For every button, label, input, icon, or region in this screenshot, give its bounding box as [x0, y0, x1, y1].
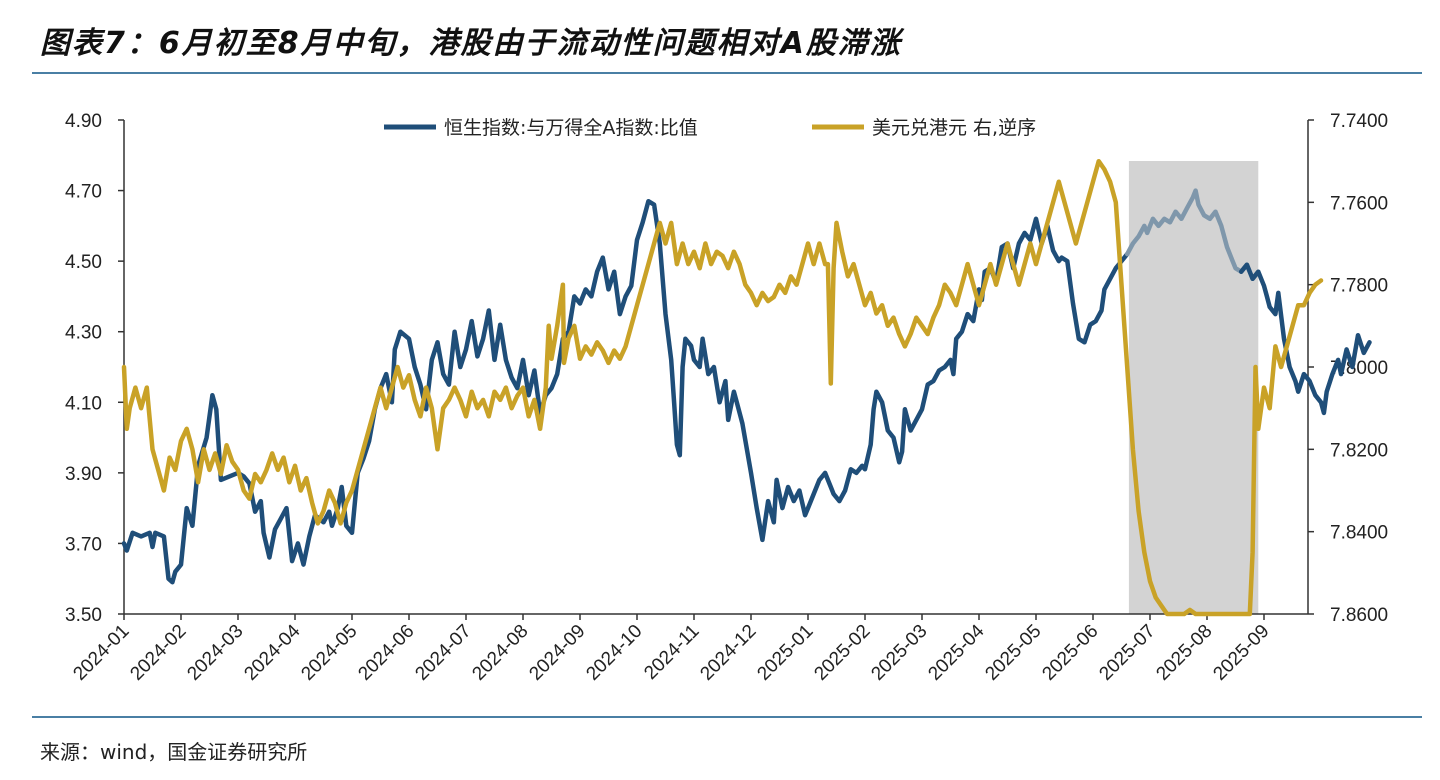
- title-rule: [32, 72, 1422, 74]
- series-usdhkd-line: [121, 158, 1324, 617]
- legend-label-usdhkd: 美元兑港元 右,逆序: [872, 117, 1036, 139]
- x-tick-label: 2024-02: [126, 621, 190, 685]
- x-tick-label: 2024-11: [640, 621, 703, 684]
- right-tick-label: 7.7600: [1330, 193, 1388, 214]
- right-tick-label: 7.7400: [1330, 111, 1388, 132]
- x-tick-label: 2024-03: [183, 621, 247, 685]
- series-hs-ratio-line: [121, 198, 1130, 585]
- left-tick-label: 4.70: [65, 182, 102, 203]
- left-tick-label: 3.70: [65, 534, 102, 555]
- x-tick-label: 2024-05: [297, 621, 361, 685]
- x-tick-label: 2024-01: [69, 621, 133, 685]
- left-tick-label: 4.30: [65, 323, 102, 344]
- x-tick-label: 2024-10: [582, 621, 646, 685]
- right-tick-label: 7.8200: [1330, 440, 1388, 461]
- x-tick-label: 2025-06: [1038, 621, 1102, 685]
- chart: 4.90 4.70 4.50 4.30 4.10 3.90 3.70 3.50 7.7400 7.…: [65, 111, 1388, 685]
- series-hs-ratio-line-tail: [1238, 262, 1372, 416]
- figure-title: 图表7：6月初至8月中旬，港股由于流动性问题相对A股滞涨: [40, 26, 902, 61]
- x-tick-label: 2024-09: [525, 621, 589, 685]
- right-tick-label: 7.7800: [1330, 276, 1388, 297]
- x-tick-label: 2025-03: [867, 621, 931, 685]
- x-tick-label: 2024-07: [411, 621, 475, 685]
- legend-label-hs-ratio: 恒生指数:与万得全A指数:比值: [444, 117, 698, 139]
- left-tick-label: 3.90: [65, 464, 102, 485]
- x-tick-label: 2025-09: [1209, 621, 1273, 685]
- left-tick-label: 4.90: [65, 111, 102, 132]
- x-tick-label: 2024-12: [696, 621, 760, 685]
- x-tick-label: 2024-04: [240, 620, 304, 684]
- left-tick-label: 3.50: [65, 605, 102, 626]
- source-rule: [32, 716, 1422, 718]
- series-hs-ratio-line-shaded: [1124, 188, 1261, 282]
- x-tick-label: 2025-08: [1152, 621, 1216, 685]
- x-tick-label: 2024-08: [468, 621, 532, 685]
- left-tick-label: 4.10: [65, 393, 102, 414]
- x-tick-label: 2025-02: [810, 621, 874, 685]
- source-note: 来源：wind，国金证券研究所: [40, 740, 308, 764]
- x-tick-label: 2025-07: [1095, 621, 1159, 685]
- x-tick-label: 2024-06: [354, 621, 418, 685]
- left-tick-label: 4.50: [65, 252, 102, 273]
- legend: 恒生指数:与万得全A指数:比值 美元兑港元 右,逆序: [384, 117, 1036, 139]
- x-tick-label: 2025-01: [753, 621, 817, 685]
- series-lines: [121, 158, 1372, 617]
- right-tick-label: 7.8400: [1330, 523, 1388, 544]
- right-tick-label: 7.8600: [1330, 605, 1388, 626]
- x-tick-label: 2025-05: [981, 621, 1045, 685]
- x-tick-label: 2025-04: [924, 620, 988, 684]
- shaded-region: [1128, 161, 1259, 614]
